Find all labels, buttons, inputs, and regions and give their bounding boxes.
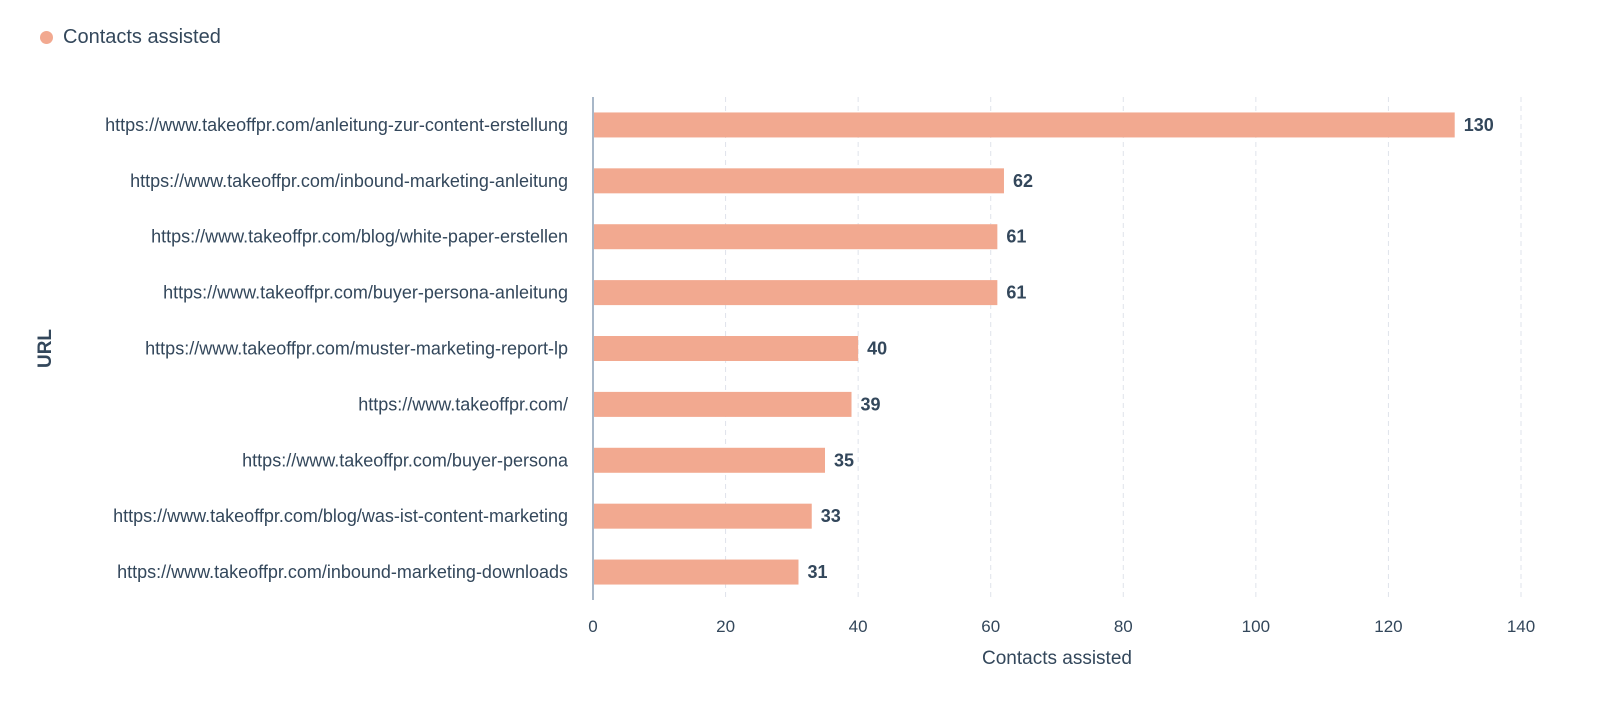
y-axis-title: URL <box>35 329 56 368</box>
x-tick-label: 40 <box>849 617 868 636</box>
chart-legend: Contacts assisted <box>40 24 221 50</box>
category-label: https://www.takeoffpr.com/anleitung-zur-… <box>105 115 568 135</box>
x-tick-label: 140 <box>1507 617 1535 636</box>
data-label: 61 <box>1006 283 1026 303</box>
category-label: https://www.takeoffpr.com/blog/white-pap… <box>151 227 568 247</box>
data-label: 130 <box>1464 115 1494 135</box>
legend-swatch <box>40 30 53 44</box>
category-label: https://www.takeoffpr.com/buyer-persona-… <box>163 283 568 303</box>
bar <box>594 447 825 473</box>
x-tick-label: 80 <box>1114 617 1133 636</box>
data-label: 31 <box>807 562 827 582</box>
legend-label: Contacts assisted <box>63 25 221 48</box>
bar <box>594 280 998 306</box>
category-label: https://www.takeoffpr.com/ <box>358 394 568 414</box>
x-tick-label: 60 <box>981 617 1000 636</box>
x-axis-title: Contacts assisted <box>982 648 1132 669</box>
x-tick-label: 100 <box>1242 617 1270 636</box>
data-label: 39 <box>861 394 881 414</box>
bar <box>594 391 852 417</box>
category-label: https://www.takeoffpr.com/inbound-market… <box>130 171 568 191</box>
bar <box>594 224 998 250</box>
category-label: https://www.takeoffpr.com/buyer-persona <box>242 450 569 470</box>
data-label: 33 <box>821 506 841 526</box>
x-tick-label: 0 <box>588 617 597 636</box>
bar <box>594 503 812 529</box>
bar <box>594 112 1455 138</box>
x-tick-label: 20 <box>716 617 735 636</box>
category-label: https://www.takeoffpr.com/inbound-market… <box>117 562 568 582</box>
category-label: https://www.takeoffpr.com/blog/was-ist-c… <box>113 506 568 526</box>
category-label: https://www.takeoffpr.com/muster-marketi… <box>145 339 568 359</box>
data-label: 61 <box>1006 227 1026 247</box>
data-label: 35 <box>834 450 854 470</box>
x-tick-label: 120 <box>1374 617 1402 636</box>
bar <box>594 559 799 585</box>
data-label: 40 <box>867 339 887 359</box>
data-label: 62 <box>1013 171 1033 191</box>
bar <box>594 336 859 361</box>
bar <box>594 168 1004 194</box>
